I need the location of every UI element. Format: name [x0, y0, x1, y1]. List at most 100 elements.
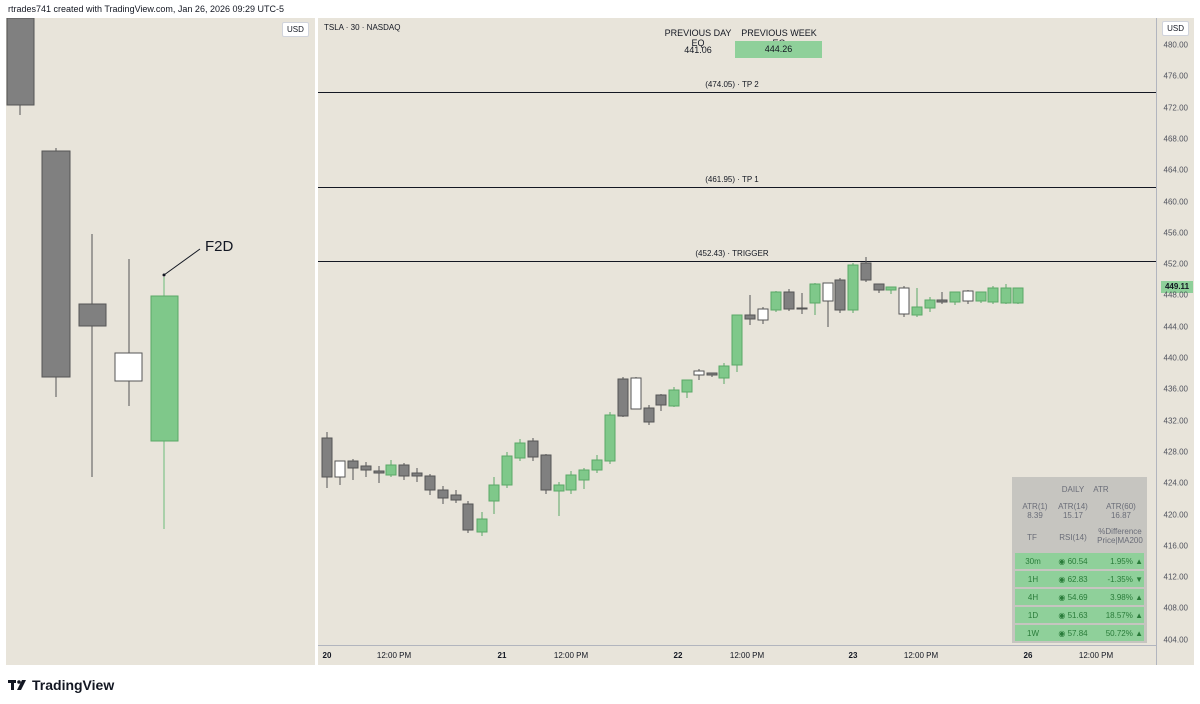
- price-tick: 444.00: [1163, 322, 1188, 332]
- row-tf: 1W: [1027, 629, 1039, 638]
- price-tick: 404.00: [1163, 635, 1188, 645]
- left-currency-badge[interactable]: USD: [282, 22, 309, 37]
- atr-rsi-table: DAILY ATR ATR(1) 8.39 ATR(14) 15.17 ATR(…: [1012, 477, 1147, 643]
- left-chart-panel[interactable]: USD F2D: [6, 18, 315, 665]
- candle-body: [630, 377, 642, 410]
- time-tick: 12:00 PM: [553, 651, 589, 660]
- candle-body: [770, 291, 782, 311]
- candle-body: [885, 286, 897, 291]
- atr1-label: ATR(1): [1022, 502, 1048, 511]
- price-tick: 468.00: [1163, 134, 1188, 144]
- right-currency-badge[interactable]: USD: [1162, 21, 1189, 36]
- trigger-label: (452.43) · TRIGGER: [695, 249, 769, 258]
- candle-body: [693, 370, 705, 376]
- prev-week-eq-value: 444.26: [735, 41, 822, 58]
- table-row: 30m ◉ 60.54 1.95% ▲: [1015, 553, 1144, 569]
- right-chart-panel[interactable]: TSLA · 30 · NASDAQ PREVIOUS DAY EQ 441.0…: [318, 18, 1194, 665]
- time-tick: 20: [322, 651, 332, 660]
- candle-body: [424, 475, 436, 491]
- candle-body: [834, 279, 846, 311]
- tp2-line[interactable]: [318, 92, 1157, 93]
- candle-body: [321, 437, 333, 478]
- atr14-label: ATR(14): [1058, 502, 1088, 511]
- candle-body: [565, 474, 577, 491]
- candle-body: [757, 308, 769, 321]
- price-tick: 452.00: [1163, 259, 1188, 269]
- time-tick: 26: [1023, 651, 1033, 660]
- row-rsi: ◉ 51.63: [1058, 611, 1088, 620]
- candle-body: [617, 378, 629, 417]
- table-title-atr: ATR: [1093, 485, 1109, 494]
- candle-body: [553, 484, 565, 492]
- chart-caption: rtrades741 created with TradingView.com,…: [8, 4, 284, 14]
- price-tick: 428.00: [1163, 447, 1188, 457]
- prev-day-eq-value: 441.06: [684, 45, 712, 55]
- candle-body: [731, 314, 743, 366]
- candle-body: [796, 307, 808, 310]
- candle-body: [450, 494, 462, 501]
- f2d-annotation: F2D: [205, 238, 234, 255]
- tp1-line[interactable]: [318, 187, 1157, 188]
- candle-body: [911, 306, 923, 316]
- tp1-label: (461.95) · TP 1: [705, 175, 759, 184]
- candle-body: [347, 460, 359, 469]
- row-rsi: ◉ 54.69: [1058, 593, 1088, 602]
- price-tick: 456.00: [1163, 228, 1188, 238]
- candle-body: [1012, 287, 1024, 304]
- price-tick: 408.00: [1163, 603, 1188, 613]
- row-diff: 18.57% ▲: [1105, 611, 1143, 620]
- left-candle-2: [41, 150, 71, 378]
- candle-body: [718, 365, 730, 379]
- candle-body: [437, 489, 449, 499]
- candle-body: [822, 282, 834, 302]
- candle-body: [924, 299, 936, 309]
- price-tick: 464.00: [1163, 165, 1188, 175]
- price-tick: 432.00: [1163, 416, 1188, 426]
- candle-body: [360, 465, 372, 471]
- price-tick: 420.00: [1163, 510, 1188, 519]
- candle-body: [668, 389, 680, 407]
- table-row: 1D ◉ 51.63 18.57% ▲: [1015, 607, 1144, 623]
- row-tf: 1D: [1027, 611, 1039, 620]
- tradingview-logo-icon: [8, 680, 26, 690]
- time-axis[interactable]: 20 12:00 PM 21 12:00 PM 22 12:00 PM 23 12:00 PM…: [318, 645, 1157, 665]
- price-tick: 448.00: [1163, 290, 1188, 300]
- trigger-line[interactable]: [318, 261, 1157, 262]
- candle-body: [501, 455, 513, 486]
- candle-body: [975, 291, 987, 302]
- col-diff-2: Price|MA200: [1097, 536, 1143, 545]
- time-tick: 21: [497, 651, 507, 660]
- row-rsi: ◉ 57.84: [1058, 629, 1088, 638]
- candle-body: [962, 290, 974, 302]
- left-candle-4: [114, 352, 143, 382]
- candle-body: [604, 414, 616, 462]
- candle-body: [643, 407, 655, 423]
- price-axis[interactable]: USD 449.11 480.00 476.00 472.00 468.00 464.0…: [1156, 18, 1194, 665]
- row-tf: 4H: [1027, 593, 1039, 602]
- candle-body: [385, 464, 397, 476]
- row-diff: 1.95% ▲: [1110, 557, 1143, 566]
- candle-body: [411, 472, 423, 477]
- candle-body: [488, 484, 500, 502]
- price-tick: 412.00: [1163, 572, 1188, 582]
- candle-body: [540, 454, 552, 491]
- candle-body: [809, 283, 821, 304]
- candle-body: [398, 464, 410, 477]
- atr60-value: 16.87: [1110, 511, 1132, 520]
- candle-body: [373, 470, 385, 474]
- time-tick: 12:00 PM: [1078, 651, 1114, 660]
- left-candle-3: [78, 303, 107, 327]
- row-rsi: ◉ 62.83: [1058, 575, 1088, 584]
- prev-day-eq-label: PREVIOUS DAY EQ: [664, 28, 732, 48]
- candle-body: [949, 291, 961, 303]
- col-tf: TF: [1027, 533, 1037, 542]
- candle-body: [860, 262, 872, 281]
- price-tick: 472.00: [1163, 103, 1188, 113]
- tradingview-brand[interactable]: TradingView: [32, 677, 115, 693]
- col-rsi: RSI(14): [1059, 533, 1087, 542]
- atr14-value: 15.17: [1062, 511, 1084, 520]
- price-tick: 480.00: [1163, 40, 1188, 50]
- row-diff: 3.98% ▲: [1110, 593, 1143, 602]
- candle-body: [514, 442, 526, 459]
- candle-body: [898, 287, 910, 315]
